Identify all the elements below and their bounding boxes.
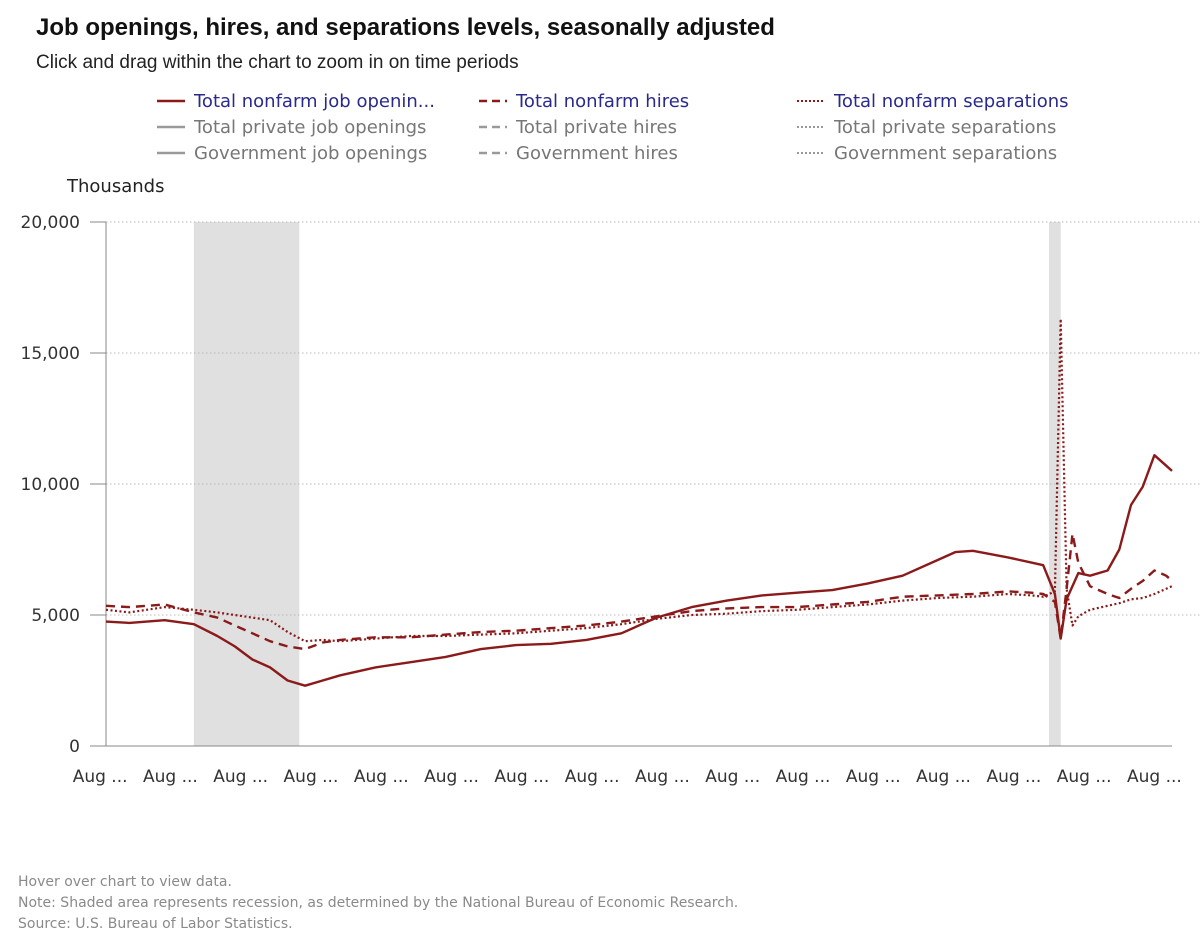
legend-item-5[interactable]: Total private hires	[478, 114, 677, 140]
legend-swatch-dotted	[797, 126, 825, 128]
legend-item-8[interactable]: Total private separations	[796, 114, 1056, 140]
y-tick-label: 10,000	[21, 475, 80, 495]
legend-label: Total nonfarm job openin...	[194, 90, 435, 112]
footer-source: Source: U.S. Bureau of Labor Statistics.	[18, 916, 293, 932]
x-tick-label: Aug ...	[494, 767, 549, 787]
x-tick-label: Aug ...	[1127, 767, 1182, 787]
x-tick-label: Aug ...	[284, 767, 339, 787]
legend-label: Government job openings	[194, 142, 428, 164]
x-tick-label: Aug ...	[916, 767, 971, 787]
legend-item-2[interactable]: Total private job openings	[156, 114, 426, 140]
legend-item-9[interactable]: Government separations	[796, 140, 1057, 166]
chart-title: Job openings, hires, and separations lev…	[36, 14, 775, 41]
y-tick-label: 15,000	[21, 344, 80, 364]
line-chart[interactable]: 0 5,000 10,000 15,000 20,000 Aug ... Aug ... Au…	[0, 200, 1200, 800]
legend-label: Total private job openings	[194, 116, 427, 138]
x-tick-label: Aug ...	[143, 767, 198, 787]
legend-item-6[interactable]: Government hires	[478, 140, 678, 166]
x-tick-label: Aug ...	[424, 767, 479, 787]
legend-label: Government separations	[834, 142, 1058, 164]
x-tick-label: Aug ...	[776, 767, 831, 787]
series-line-dotted	[105, 317, 1173, 643]
x-tick-label: Aug ...	[73, 767, 128, 787]
x-tick-label: Aug ...	[635, 767, 690, 787]
x-tick-label: Aug ...	[846, 767, 901, 787]
x-tick-label: Aug ...	[1057, 767, 1112, 787]
y-tick-label: 20,000	[21, 213, 80, 233]
legend-swatch-dashed	[479, 99, 507, 103]
legend-label: Total private separations	[834, 116, 1057, 138]
x-tick-label: Aug ...	[354, 767, 409, 787]
y-tick-label: 0	[69, 737, 80, 757]
legend-item-7[interactable]: Total nonfarm separations	[796, 88, 1069, 114]
x-tick-label: Aug ...	[986, 767, 1041, 787]
legend-swatch-solid	[157, 151, 185, 155]
chart-legend: Total nonfarm job openin... Total private…	[156, 88, 1116, 172]
legend-label: Total nonfarm hires	[516, 90, 690, 112]
legend-swatch-dotted	[797, 152, 825, 154]
legend-item-4[interactable]: Total nonfarm hires	[478, 88, 689, 114]
x-tick-label: Aug ...	[565, 767, 620, 787]
legend-label: Total nonfarm separations	[834, 90, 1069, 112]
y-axis-label: Thousands	[67, 176, 165, 197]
series-line-dashed	[105, 532, 1173, 651]
legend-item-1[interactable]: Total nonfarm job openin...	[156, 88, 435, 114]
chart-subtitle: Click and drag within the chart to zoom …	[36, 52, 519, 73]
legend-swatch-solid	[157, 125, 185, 129]
legend-label: Total private hires	[516, 116, 677, 138]
legend-swatch-dotted	[797, 100, 825, 102]
legend-swatch-dashed	[479, 125, 507, 129]
legend-swatch-dashed	[479, 151, 507, 155]
legend-swatch-solid	[157, 99, 185, 103]
x-tick-label: Aug ...	[213, 767, 268, 787]
x-tick-label: Aug ...	[705, 767, 760, 787]
footer-note: Note: Shaded area represents recession, …	[18, 895, 739, 911]
legend-label: Government hires	[516, 142, 678, 164]
legend-item-3[interactable]: Government job openings	[156, 140, 427, 166]
footer-hover-hint: Hover over chart to view data.	[18, 874, 232, 890]
y-tick-label: 5,000	[31, 606, 80, 626]
